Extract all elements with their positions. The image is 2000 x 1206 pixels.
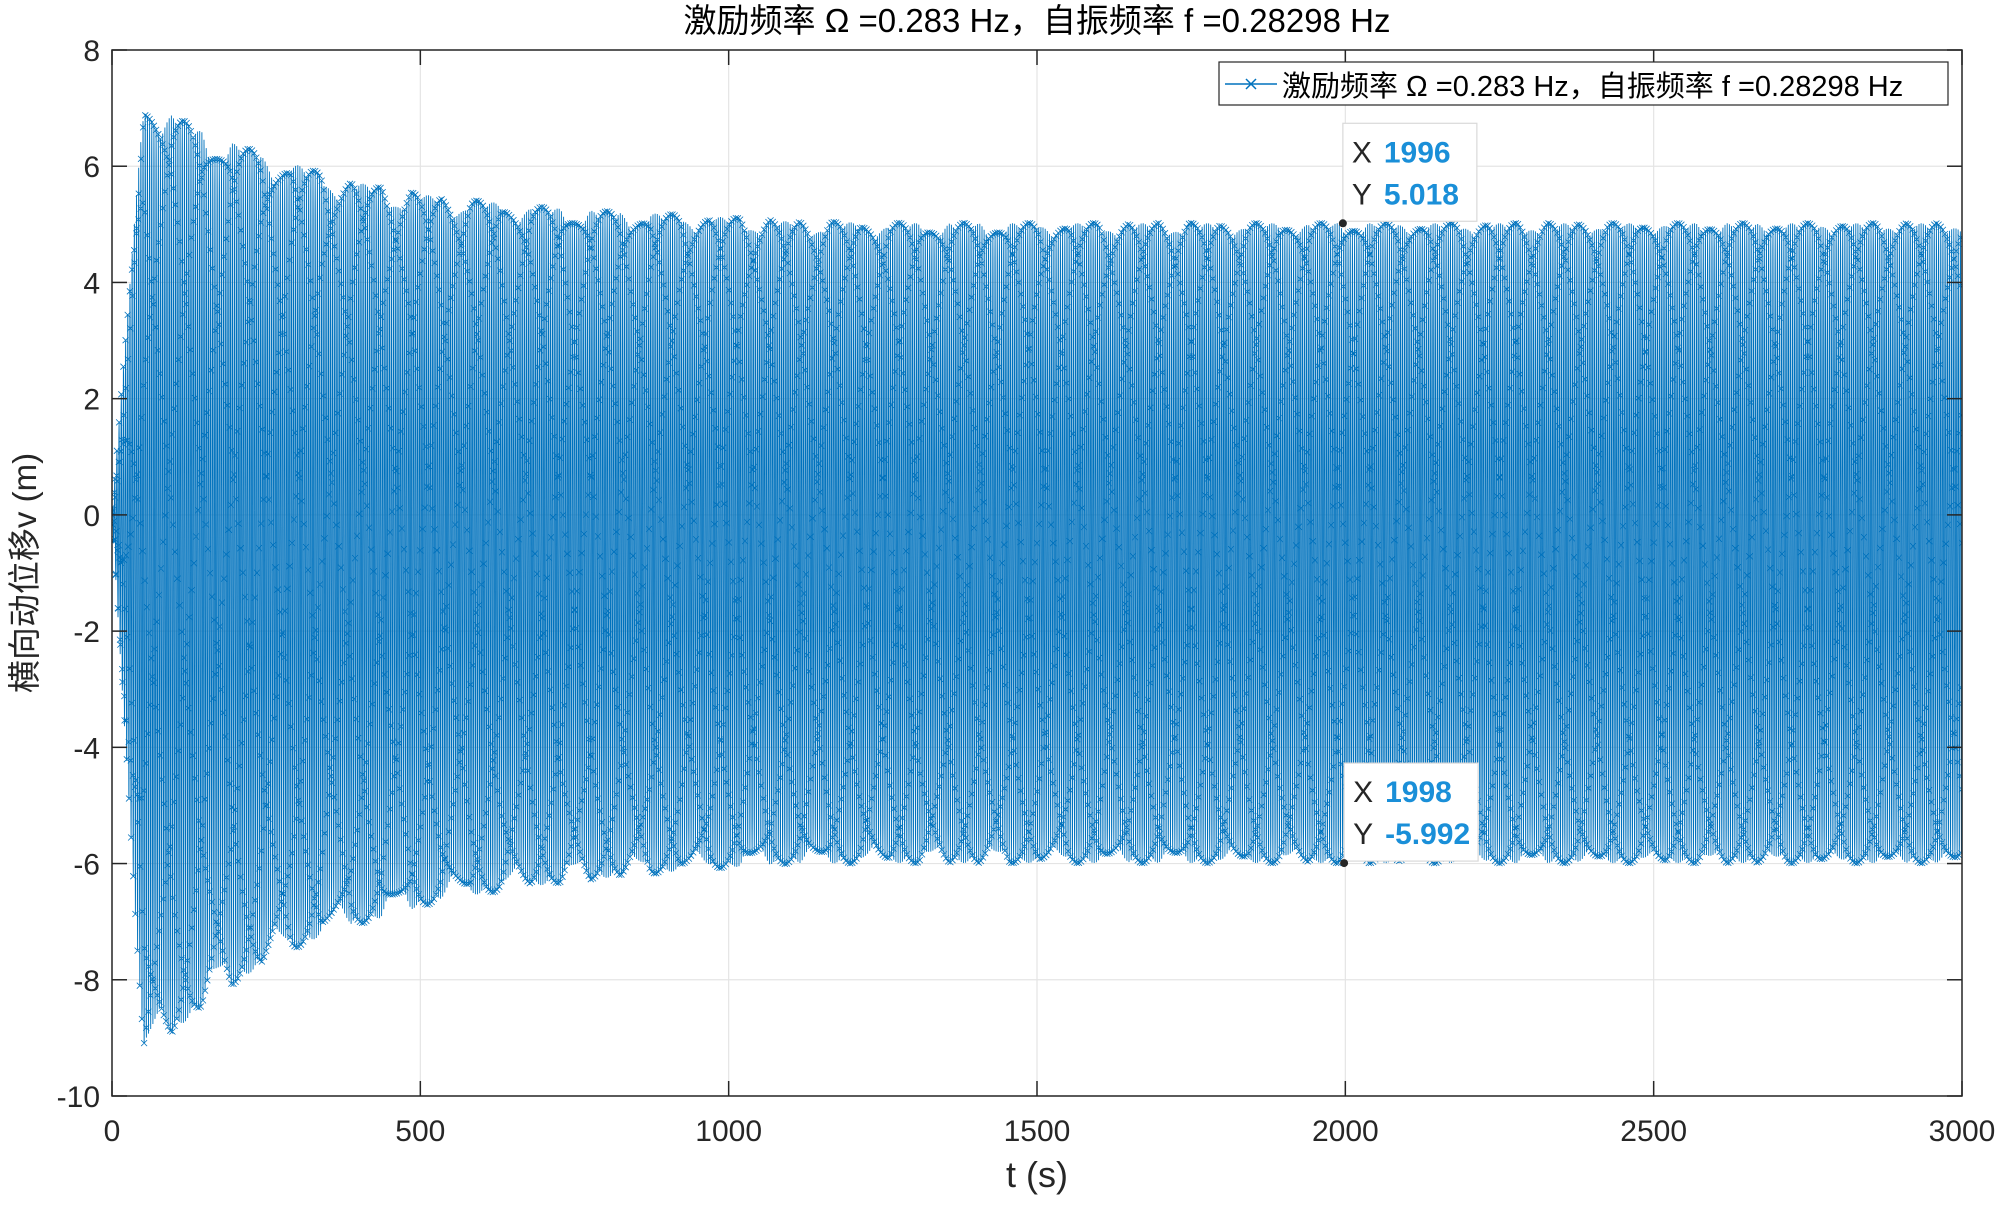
x-tick-labels: 0 500 1000 1500 2000 2500 3000	[104, 1115, 1996, 1148]
legend-box	[1218, 61, 1949, 106]
y-tick-label: -4	[73, 732, 100, 765]
datatip-y-value: -5.992	[1385, 818, 1470, 851]
datatips: X 1996 Y 5.018 X 1998 Y -5.992	[1338, 122, 1479, 868]
series-layer	[112, 112, 1962, 1047]
legend-entry-label: 激励频率 Ω =0.283 Hz，自振频率 f =0.28298 Hz	[1282, 70, 1903, 103]
datatip-y-label: Y	[1353, 818, 1373, 851]
datatip-y-label: Y	[1352, 178, 1372, 211]
legend-x-marker	[1245, 78, 1257, 90]
y-tick-label: -8	[73, 965, 100, 998]
datatip-x-label: X	[1352, 136, 1372, 169]
datatip-x-value: 1998	[1385, 776, 1452, 809]
datatip-marker	[1338, 219, 1347, 228]
y-tick-label: 2	[83, 384, 100, 417]
y-tick-label: -6	[73, 849, 100, 882]
x-tick-label: 3000	[1929, 1115, 1996, 1148]
y-tick-labels: -10 -8 -6 -4 -2 0 2 4 6 8	[57, 35, 100, 1114]
x-tick-label: 1000	[695, 1115, 762, 1148]
y-tick-label: 8	[83, 35, 100, 68]
x-tick-label: 500	[395, 1115, 445, 1148]
x-tick-label: 2000	[1312, 1115, 1379, 1148]
datatip-x-label: X	[1353, 776, 1373, 809]
y-tick-label: -2	[73, 616, 100, 649]
datatip-y-value: 5.018	[1384, 178, 1459, 211]
chart-title: 激励频率 Ω =0.283 Hz，自振频率 f =0.28298 Hz	[684, 2, 1391, 39]
datatip[interactable]: X 1998 Y -5.992	[1340, 762, 1479, 868]
x-axis-label: t (s)	[1006, 1154, 1068, 1195]
y-tick-label: 4	[83, 267, 100, 300]
datatip-box	[1342, 122, 1478, 222]
y-tick-label: 6	[83, 151, 100, 184]
x-tick-label: 2500	[1620, 1115, 1687, 1148]
y-tick-label: 0	[83, 500, 100, 533]
series-x-markers	[112, 112, 1962, 1047]
y-tick-label: -10	[57, 1081, 100, 1114]
legend[interactable]: 激励频率 Ω =0.283 Hz，自振频率 f =0.28298 Hz	[1218, 61, 1949, 106]
y-axis-label: 横向动位移v (m)	[6, 453, 43, 693]
datatip-x-value: 1996	[1384, 136, 1451, 169]
datatip-box	[1343, 762, 1479, 862]
x-tick-label: 1500	[1004, 1115, 1071, 1148]
datatip[interactable]: X 1996 Y 5.018	[1338, 122, 1478, 228]
x-tick-label: 0	[104, 1115, 121, 1148]
datatip-marker	[1340, 859, 1349, 868]
